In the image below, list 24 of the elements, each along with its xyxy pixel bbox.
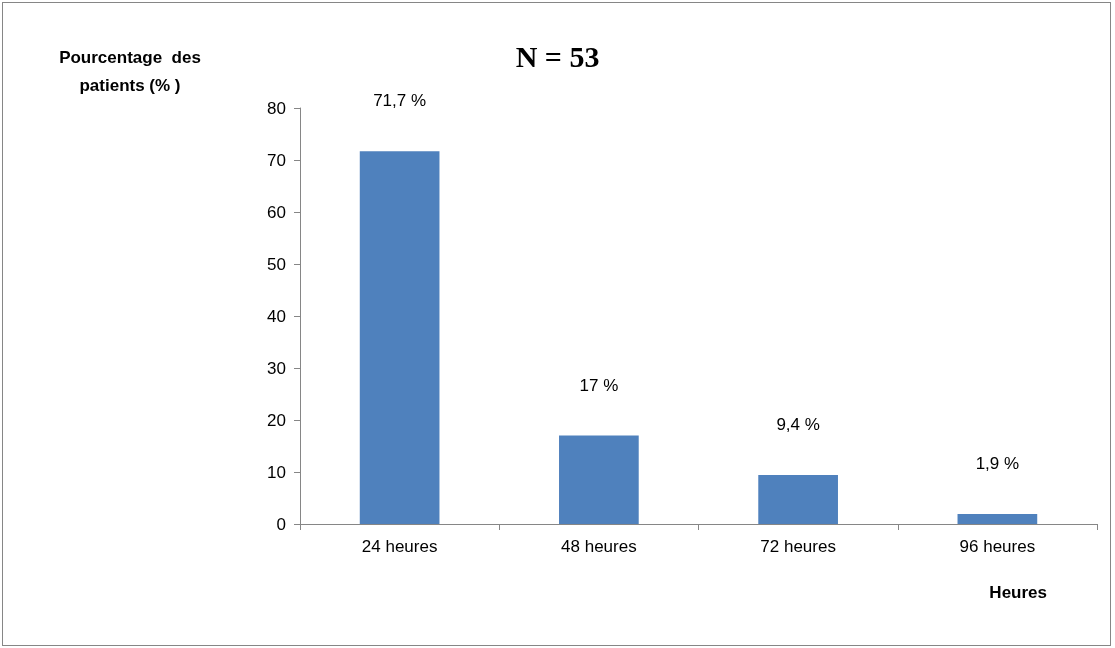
data-label: 17 % xyxy=(579,375,619,395)
data-label: 9,4 % xyxy=(776,415,820,435)
x-axis-title: Heures xyxy=(989,583,1047,602)
y-tick-label: 20 xyxy=(267,410,286,430)
y-tick-label: 80 xyxy=(267,98,286,118)
y-tick-label: 30 xyxy=(267,358,286,378)
y-tick-label: 50 xyxy=(267,254,286,274)
y-tick-label: 0 xyxy=(276,514,286,534)
data-label: 71,7 % xyxy=(373,91,427,111)
x-tick-label: 96 heures xyxy=(959,537,1036,556)
bar xyxy=(758,475,838,524)
data-label: 1,9 % xyxy=(975,454,1020,474)
y-tick-label: 70 xyxy=(267,150,286,170)
x-tick-label: 24 heures xyxy=(361,537,438,556)
x-tick-label: 48 heures xyxy=(561,537,637,556)
y-tick-label: 40 xyxy=(267,306,286,326)
y-tick-label: 10 xyxy=(267,462,286,482)
chart-title: N = 53 xyxy=(515,39,600,73)
x-tick-label: 72 heures xyxy=(760,537,836,556)
bar xyxy=(559,435,639,524)
bar xyxy=(359,151,440,524)
y-tick-label: 60 xyxy=(267,202,286,222)
bar xyxy=(957,514,1038,524)
y-axis-title: Pourcentage des patients (% ) xyxy=(59,48,201,96)
